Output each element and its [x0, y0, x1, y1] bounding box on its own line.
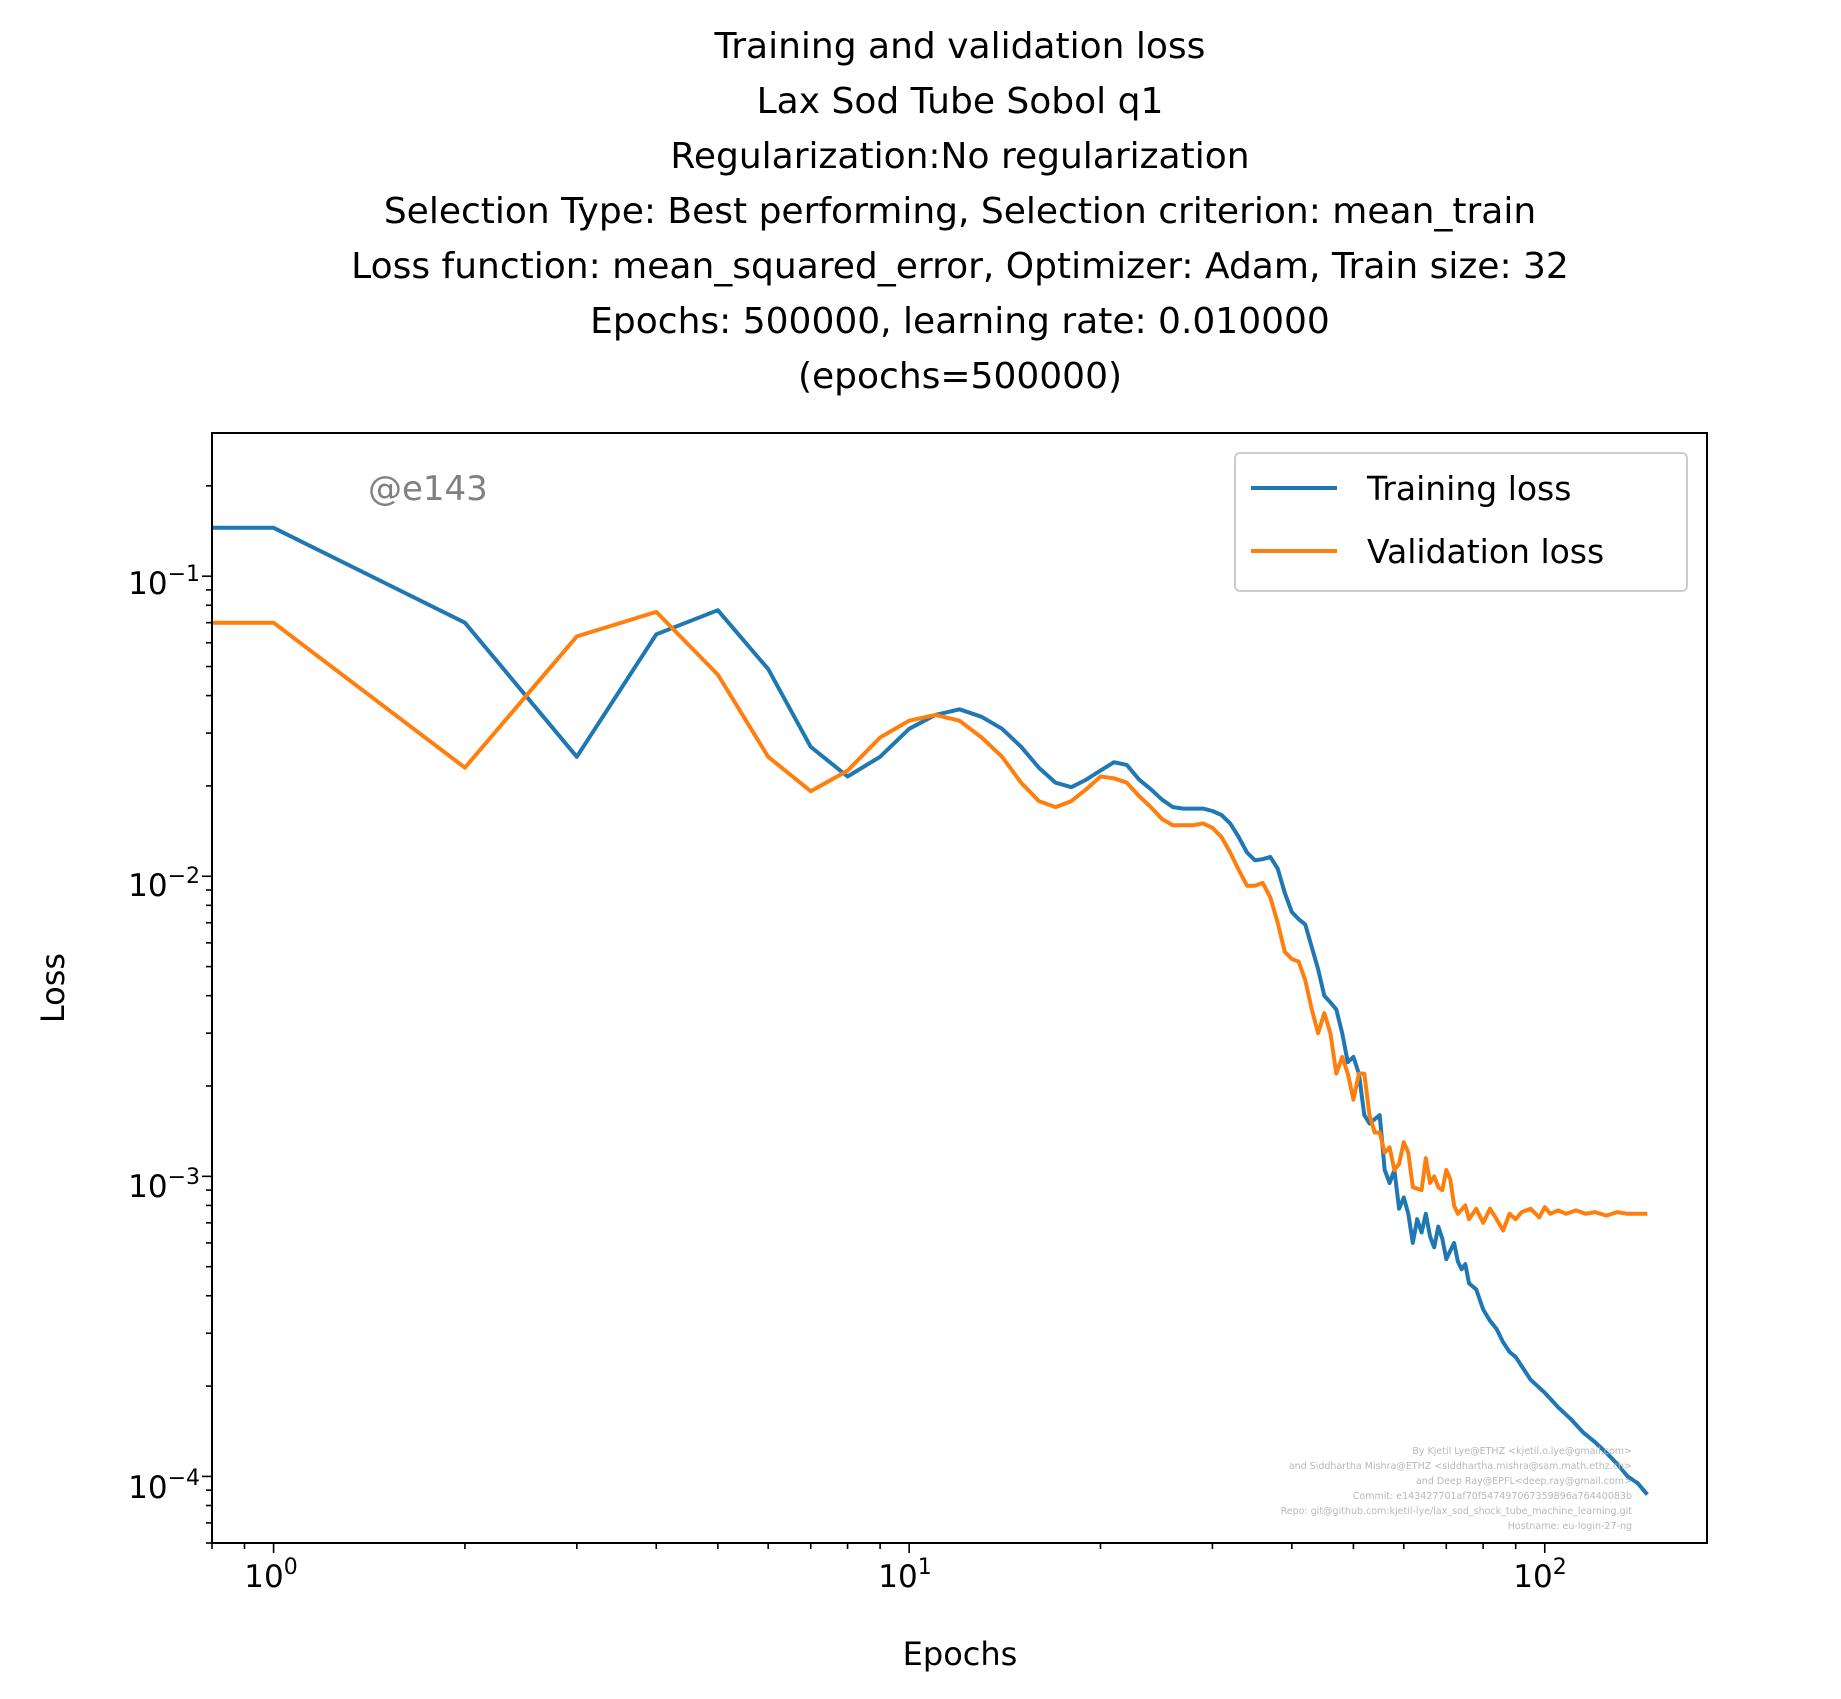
tick-layer	[202, 485, 1546, 1553]
chart-title: Training and validation loss Lax Sod Tub…	[351, 26, 1569, 397]
y-tick-labels: 10−1 10−2 10−3 10−4	[128, 562, 200, 1506]
credit-line: Hostname: eu-login-27-ng	[1508, 1521, 1632, 1532]
credit-line: Repo: git@github.com:kjetil-lye/lax_sod_…	[1281, 1506, 1633, 1517]
title-line: Regularization:No regularization	[670, 136, 1249, 177]
credit-line: By Kjetil Lye@ETHZ <kjetil.o.lye@gmail.c…	[1412, 1446, 1632, 1457]
plot-frame	[211, 432, 1708, 1544]
title-line: Lax Sod Tube Sobol q1	[757, 81, 1164, 122]
credit-block: By Kjetil Lye@ETHZ <kjetil.o.lye@gmail.c…	[1281, 1446, 1633, 1532]
credit-line: and Siddhartha Mishra@ETHZ <siddhartha.m…	[1289, 1461, 1632, 1472]
title-line: Training and validation loss	[714, 26, 1206, 67]
y-tick-label: 10−4	[128, 1466, 200, 1506]
legend: Training loss Validation loss	[1234, 452, 1688, 592]
y-tick-label: 10−1	[128, 562, 200, 602]
validation-loss-line	[212, 609, 1648, 1233]
legend-label-training: Training loss	[1366, 469, 1571, 508]
x-tick-label: 101	[878, 1555, 931, 1595]
y-tick-label: 10−2	[128, 864, 200, 904]
training-loss-line	[212, 525, 1649, 1496]
y-tick-label: 10−3	[128, 1165, 200, 1205]
x-axis-label: Epochs	[903, 1635, 1018, 1673]
legend-box	[1234, 452, 1688, 592]
title-line: Selection Type: Best performing, Selecti…	[384, 191, 1536, 232]
x-tick-labels: 100 101 102	[244, 1555, 1566, 1595]
credit-line: and Deep Ray@EPFL<deep.ray@gmail.com>	[1416, 1476, 1632, 1487]
credit-line: Commit: e143427701af70f547497067359896a7…	[1353, 1491, 1632, 1502]
annotation-stamp: @e143	[368, 469, 488, 509]
title-line: (epochs=500000)	[798, 356, 1122, 397]
title-line: Loss function: mean_squared_error, Optim…	[351, 246, 1569, 287]
title-line: Epochs: 500000, learning rate: 0.010000	[590, 301, 1330, 342]
series-layer	[212, 525, 1649, 1496]
legend-label-validation: Validation loss	[1367, 532, 1604, 571]
x-tick-label: 102	[1513, 1555, 1566, 1595]
y-axis-label: Loss	[34, 953, 72, 1023]
x-tick-label: 100	[244, 1555, 297, 1595]
